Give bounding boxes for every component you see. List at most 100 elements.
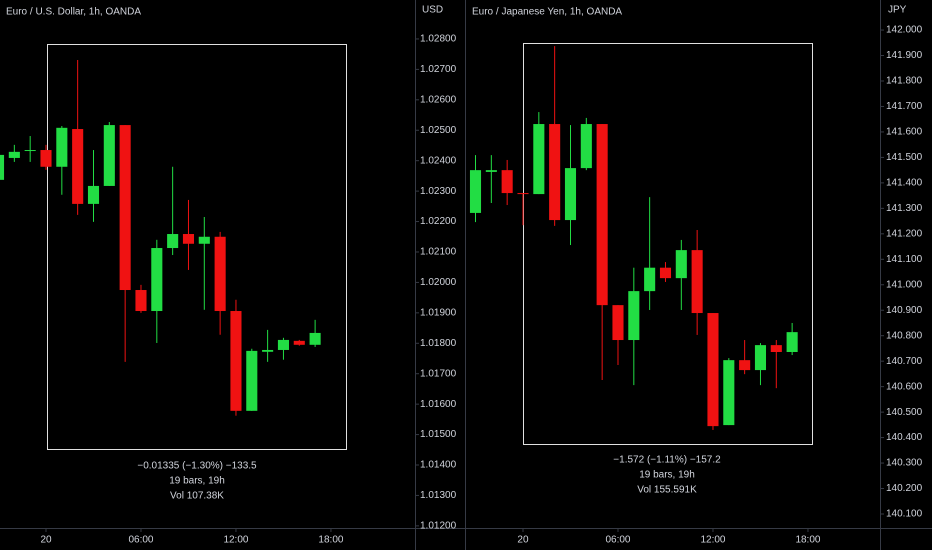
y-tick-label: 140.300 bbox=[886, 458, 923, 469]
candle-body bbox=[644, 267, 656, 292]
y-tick-label: 1.02800 bbox=[420, 34, 457, 45]
y-tick-label: 1.01800 bbox=[420, 338, 457, 349]
candle-body bbox=[723, 360, 735, 426]
candle-body bbox=[182, 234, 195, 244]
candle-body bbox=[580, 124, 592, 169]
candle-body bbox=[167, 234, 179, 249]
y-tick-label: 141.900 bbox=[886, 50, 923, 61]
candle-body bbox=[40, 150, 52, 167]
y-tick-label: 1.02300 bbox=[420, 186, 457, 197]
candle-body bbox=[293, 340, 305, 345]
measure-text: −0.01335 (−1.30%) −133.5 bbox=[137, 461, 257, 472]
y-tick-label: 141.800 bbox=[886, 76, 923, 87]
candle-body bbox=[596, 124, 608, 306]
candles bbox=[0, 59, 321, 416]
candle-body bbox=[309, 332, 321, 345]
y-tick-label: 1.02200 bbox=[420, 216, 457, 227]
candle-body bbox=[770, 345, 782, 352]
y-tick-label: 1.01600 bbox=[420, 399, 457, 410]
y-tick-label: 142.000 bbox=[886, 25, 923, 36]
candle-body bbox=[119, 125, 131, 291]
y-tick-label: 1.02100 bbox=[420, 247, 457, 258]
y-tick-label: 140.200 bbox=[886, 483, 923, 494]
candle-body bbox=[151, 248, 163, 312]
y-tick-label: 1.01700 bbox=[420, 368, 457, 379]
candle-body bbox=[277, 339, 289, 350]
candle-body bbox=[659, 267, 672, 279]
candle-body bbox=[754, 345, 767, 371]
candle-body bbox=[707, 313, 719, 427]
y-tick-label: 1.02600 bbox=[420, 94, 457, 105]
candle-body bbox=[517, 193, 529, 195]
chart-title: Euro / Japanese Yen, 1h, OANDA bbox=[472, 7, 622, 18]
candle-body bbox=[87, 185, 100, 204]
y-tick-label: 141.000 bbox=[886, 279, 923, 290]
y-tick-label: 1.01300 bbox=[420, 490, 457, 501]
y-tick-label: 1.01400 bbox=[420, 460, 457, 471]
price-axis-unit: USD bbox=[422, 5, 443, 16]
x-tick-label: 18:00 bbox=[795, 535, 820, 546]
candle-body bbox=[549, 124, 561, 221]
candle-body bbox=[8, 151, 20, 158]
y-tick-label: 141.100 bbox=[886, 254, 923, 265]
y-tick-label: 140.500 bbox=[886, 407, 923, 418]
candle-body bbox=[214, 236, 226, 312]
measure-text: Vol 107.38K bbox=[170, 491, 224, 502]
y-tick-label: 141.200 bbox=[886, 228, 923, 239]
y-tick-label: 140.800 bbox=[886, 330, 923, 341]
candle-body bbox=[262, 349, 274, 352]
candle-body bbox=[675, 250, 687, 279]
candle-body bbox=[56, 127, 68, 167]
y-tick-label: 1.02000 bbox=[420, 277, 457, 288]
candle-body bbox=[246, 350, 258, 411]
candle-body bbox=[103, 125, 115, 186]
candle-body bbox=[0, 154, 5, 180]
y-tick-label: 141.400 bbox=[886, 178, 923, 189]
x-tick-label: 12:00 bbox=[223, 535, 248, 546]
price-axis-unit: JPY bbox=[888, 5, 907, 16]
measure-box bbox=[523, 43, 813, 445]
candle-body bbox=[198, 236, 210, 244]
y-tick-label: 1.02400 bbox=[420, 155, 457, 166]
y-tick-label: 141.700 bbox=[886, 101, 923, 112]
x-tick-label: 06:00 bbox=[128, 535, 153, 546]
candle-body bbox=[469, 170, 482, 213]
candle-body bbox=[739, 360, 751, 371]
candle-body bbox=[533, 124, 545, 195]
candle-body bbox=[72, 129, 84, 204]
candle-body bbox=[786, 332, 798, 352]
candle-body bbox=[230, 311, 242, 411]
measure-text: 19 bars, 19h bbox=[639, 470, 695, 481]
y-tick-label: 1.01900 bbox=[420, 307, 457, 318]
y-tick-label: 1.01200 bbox=[420, 521, 457, 532]
y-tick-label: 141.300 bbox=[886, 203, 923, 214]
y-tick-label: 140.600 bbox=[886, 381, 923, 392]
y-tick-label: 140.700 bbox=[886, 356, 923, 367]
y-tick-label: 141.600 bbox=[886, 127, 923, 138]
measure-text: −1.572 (−1.11%) −157.2 bbox=[613, 455, 721, 466]
candle-body bbox=[612, 305, 624, 341]
candle-body bbox=[564, 168, 577, 221]
measure-text: Vol 155.591K bbox=[637, 485, 697, 496]
y-tick-label: 140.900 bbox=[886, 305, 923, 316]
x-tick-label: 20 bbox=[517, 535, 529, 546]
y-tick-label: 141.500 bbox=[886, 152, 923, 163]
x-tick-label: 18:00 bbox=[318, 535, 343, 546]
candles bbox=[469, 46, 798, 430]
y-tick-label: 1.02700 bbox=[420, 64, 457, 75]
chart-title: Euro / U.S. Dollar, 1h, OANDA bbox=[6, 7, 141, 18]
candle-body bbox=[501, 170, 513, 194]
x-tick-label: 20 bbox=[40, 535, 52, 546]
y-tick-label: 140.400 bbox=[886, 432, 923, 443]
y-tick-label: 1.01500 bbox=[420, 429, 457, 440]
candle-body bbox=[628, 291, 640, 341]
measure-box bbox=[47, 44, 347, 450]
candle-body bbox=[24, 150, 36, 152]
candle-body bbox=[691, 250, 703, 314]
candle-body bbox=[485, 170, 497, 172]
candle-body bbox=[135, 290, 147, 312]
y-tick-label: 140.100 bbox=[886, 509, 923, 520]
x-tick-label: 12:00 bbox=[700, 535, 725, 546]
y-tick-label: 1.02500 bbox=[420, 125, 457, 136]
